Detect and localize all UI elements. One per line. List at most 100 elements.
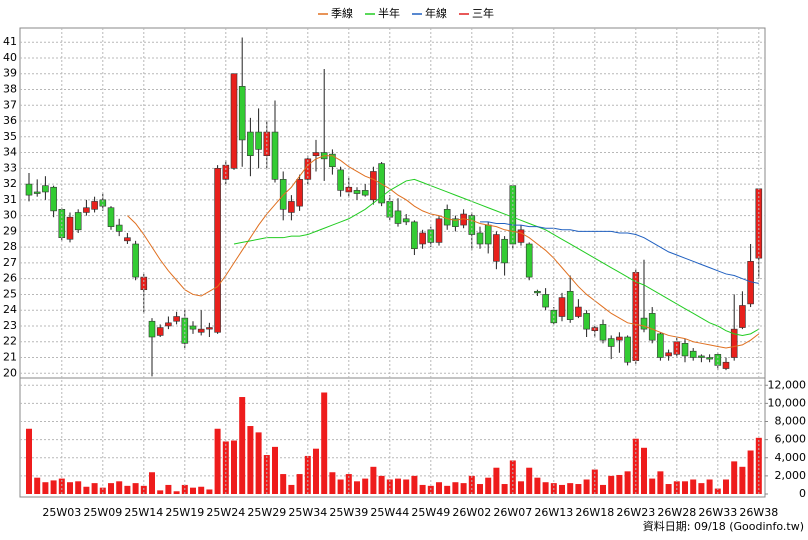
volume-bar [255,432,262,494]
y-tick-label: 38 [3,82,17,95]
volume-bar [460,483,467,494]
candle-body [452,218,459,227]
candle-body [599,324,607,341]
candle-body [132,243,139,278]
x-tick-label: 25W49 [411,506,450,519]
candle-body [501,238,508,264]
x-tick-label: 25W03 [42,506,81,519]
volume-bar [354,481,360,494]
volume-bar [67,482,73,494]
volume-bar [132,483,139,494]
volume-bar [34,477,41,494]
volume-bar [649,478,656,494]
moving-average-line [127,155,760,349]
volume-bar [485,477,492,494]
y-tick-label: 29 [3,224,17,237]
y-tick-label: 25 [3,287,17,300]
x-tick-label: 25W44 [370,506,409,519]
volume-bar [362,478,369,494]
volume-bar [313,448,319,494]
volume-bar [567,483,574,494]
volume-bar [624,471,631,494]
candle-body [739,305,746,328]
y-tick-label: 34 [3,146,17,159]
volume-bar [673,481,680,494]
volume-bar [50,480,57,494]
y-tick-label: 24 [3,303,17,316]
volume-bar [198,486,205,494]
x-tick-label: 25W34 [288,506,327,519]
volume-bar [296,474,303,494]
candle-body [189,325,197,330]
candle-body [181,317,189,344]
volume-bar [723,479,729,494]
candle-body [542,294,549,308]
volume-bar [222,441,229,494]
candle-body [583,313,590,330]
candle-body [288,201,295,213]
legend-label: 三年 [472,6,494,20]
volume-bar [542,482,549,494]
y-tick-label: 20 [3,366,17,379]
y-tick-label: 23 [3,319,17,332]
candle-body [197,328,205,333]
candle-body [271,131,279,180]
candle-body [337,169,344,191]
y-tick-label: 39 [3,67,17,80]
candle-body [33,191,41,194]
x-tick-label: 26W02 [452,506,491,519]
candle-body [214,168,221,333]
volume-bar [739,466,746,494]
y-tick-label: 36 [3,114,17,127]
candle-body [443,209,451,226]
y-tick-label: 10,000 [768,396,807,409]
volume-bar [747,450,754,494]
y-tick-label: 22 [3,335,17,348]
candle-body [115,224,123,232]
x-tick-label: 25W09 [83,506,122,519]
candle-body [509,185,517,245]
candle-body [91,201,98,210]
y-tick-label: 33 [3,161,17,174]
volume-bar [263,455,270,494]
volume-bar [452,482,459,494]
legend-label: 年線 [425,6,447,20]
candle-body [50,186,57,212]
volume-bar [75,481,82,494]
volume-bar [641,447,647,494]
x-tick-label: 26W18 [575,506,614,519]
x-tick-label: 26W38 [739,506,778,519]
candle-body [238,86,246,141]
candle-body [156,327,164,336]
candle-body [255,131,262,150]
candle-body [42,185,49,193]
candle-body [419,232,426,245]
candle-body [148,320,156,338]
volume-bar [444,485,451,494]
y-tick-label: 28 [3,240,17,253]
volume-bar [501,484,508,494]
volume-bar [337,479,344,494]
candle-body [566,290,574,320]
volume-bar [370,466,377,494]
y-tick-label: 27 [3,256,17,269]
volume-bar [526,467,533,494]
y-tick-label: 30 [3,209,17,222]
volume-bar [149,472,155,494]
volume-bar [304,455,311,494]
y-tick-label: 26 [3,272,17,285]
volume-bar [386,479,393,494]
volume-bar [206,489,213,494]
candle-body [247,131,254,157]
x-tick-label: 25W14 [124,506,163,519]
volume-bar [165,484,172,494]
legend-label: 半年 [378,6,400,20]
candle-body [517,229,525,243]
moving-average-line [233,178,760,336]
volume-bar [559,484,565,494]
volume-bar [419,484,426,494]
candle-body [607,338,615,347]
volume-bar [272,446,278,494]
candle-body [230,73,238,169]
